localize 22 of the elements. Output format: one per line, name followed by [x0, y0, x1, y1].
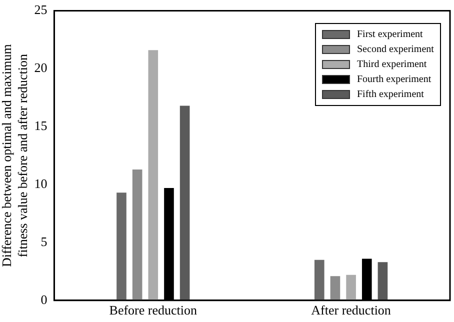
legend-label: Fourth experiment	[357, 72, 432, 87]
y-tick-label: 0	[40, 292, 48, 307]
bar	[132, 170, 142, 300]
y-tick-label: 10	[34, 176, 48, 191]
y-tick-label: 5	[40, 234, 48, 249]
legend-label: First experiment	[357, 28, 423, 42]
legend-label: Fifth experiment	[357, 88, 424, 102]
x-tick-label: After reduction	[311, 302, 392, 318]
bar	[378, 262, 388, 300]
legend-label: Third experiment	[357, 58, 427, 72]
y-tick-label: 15	[34, 118, 48, 134]
bar	[116, 192, 126, 300]
bar	[330, 276, 340, 300]
x-tick-label: Before reduction	[109, 302, 198, 318]
bar	[314, 260, 324, 300]
y-tick-label: 20	[34, 60, 48, 76]
bar	[148, 50, 158, 300]
y-tick-label: 25	[34, 2, 48, 18]
legend-label: Second experiment	[357, 42, 434, 57]
bar	[346, 274, 356, 300]
y-axis-title: Difference between optimal and maximum fitness value before and after reduction	[0, 44, 30, 268]
bar	[180, 106, 190, 300]
